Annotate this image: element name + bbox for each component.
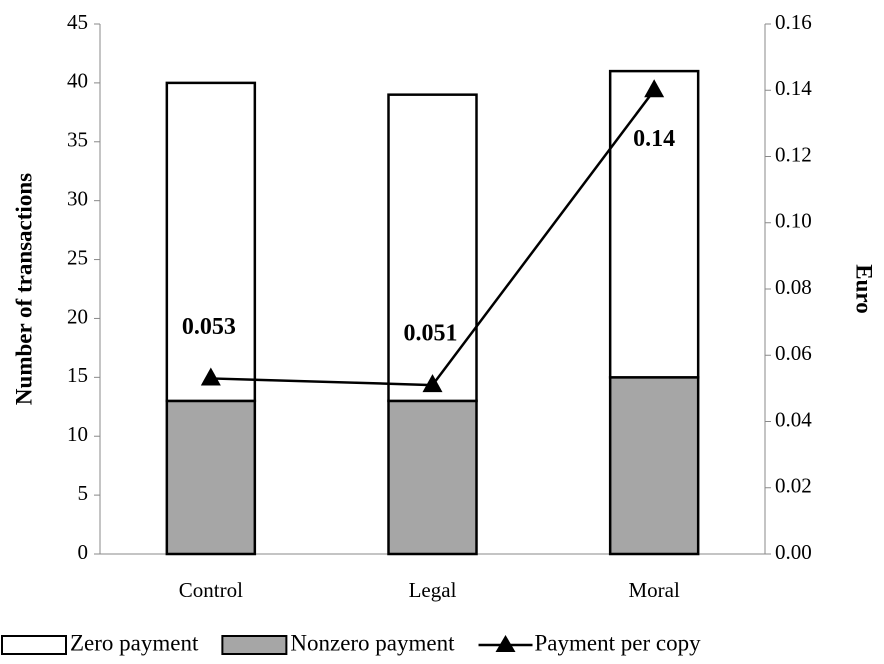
legend-swatch — [1, 635, 67, 655]
y2-tick-label: 0.10 — [775, 209, 812, 233]
data-label: 0.053 — [182, 314, 236, 340]
bar — [165, 81, 257, 403]
bar — [387, 399, 478, 556]
y2-tick-label: 0.08 — [775, 275, 812, 299]
bar — [608, 376, 700, 556]
y-tick-label: 20 — [67, 304, 88, 328]
y-tick-label: 10 — [67, 422, 88, 446]
x-tick-label: Legal — [409, 578, 457, 602]
y2-tick-label: 0.12 — [775, 142, 812, 166]
y-tick-label: 35 — [67, 128, 88, 152]
x-tick-label: Moral — [629, 578, 680, 602]
y2-tick-label: 0.16 — [775, 10, 812, 34]
line-marker — [422, 374, 443, 393]
y-tick-label: 0 — [78, 540, 89, 564]
y-tick-label: 5 — [78, 481, 89, 505]
line-marker — [200, 367, 221, 386]
legend-swatch — [221, 635, 288, 655]
legend-marker — [495, 635, 516, 652]
line-marker — [644, 79, 665, 98]
legend-label: Nonzero payment — [290, 630, 455, 655]
legend-label: Payment per copy — [535, 630, 702, 655]
data-label: 0.051 — [404, 321, 458, 347]
y2-axis-title: Euro — [852, 264, 877, 313]
y2-tick-label: 0.14 — [775, 76, 812, 100]
y2-tick-label: 0.06 — [775, 341, 812, 365]
y-axis-title: Number of transactions — [11, 173, 36, 405]
y-tick-label: 15 — [67, 363, 88, 387]
bar — [387, 93, 478, 403]
bar — [165, 399, 257, 556]
y-tick-label: 25 — [67, 245, 88, 269]
y-tick-label: 45 — [67, 10, 88, 34]
data-label: 0.14 — [633, 126, 675, 152]
legend-label: Zero payment — [70, 630, 199, 655]
y-tick-label: 30 — [67, 186, 88, 210]
y2-tick-label: 0.02 — [775, 474, 812, 498]
y2-tick-label: 0.04 — [775, 407, 812, 431]
bar — [608, 69, 700, 379]
x-tick-label: Control — [179, 578, 243, 602]
y-tick-label: 40 — [67, 69, 88, 93]
y2-tick-label: 0.00 — [775, 540, 812, 564]
